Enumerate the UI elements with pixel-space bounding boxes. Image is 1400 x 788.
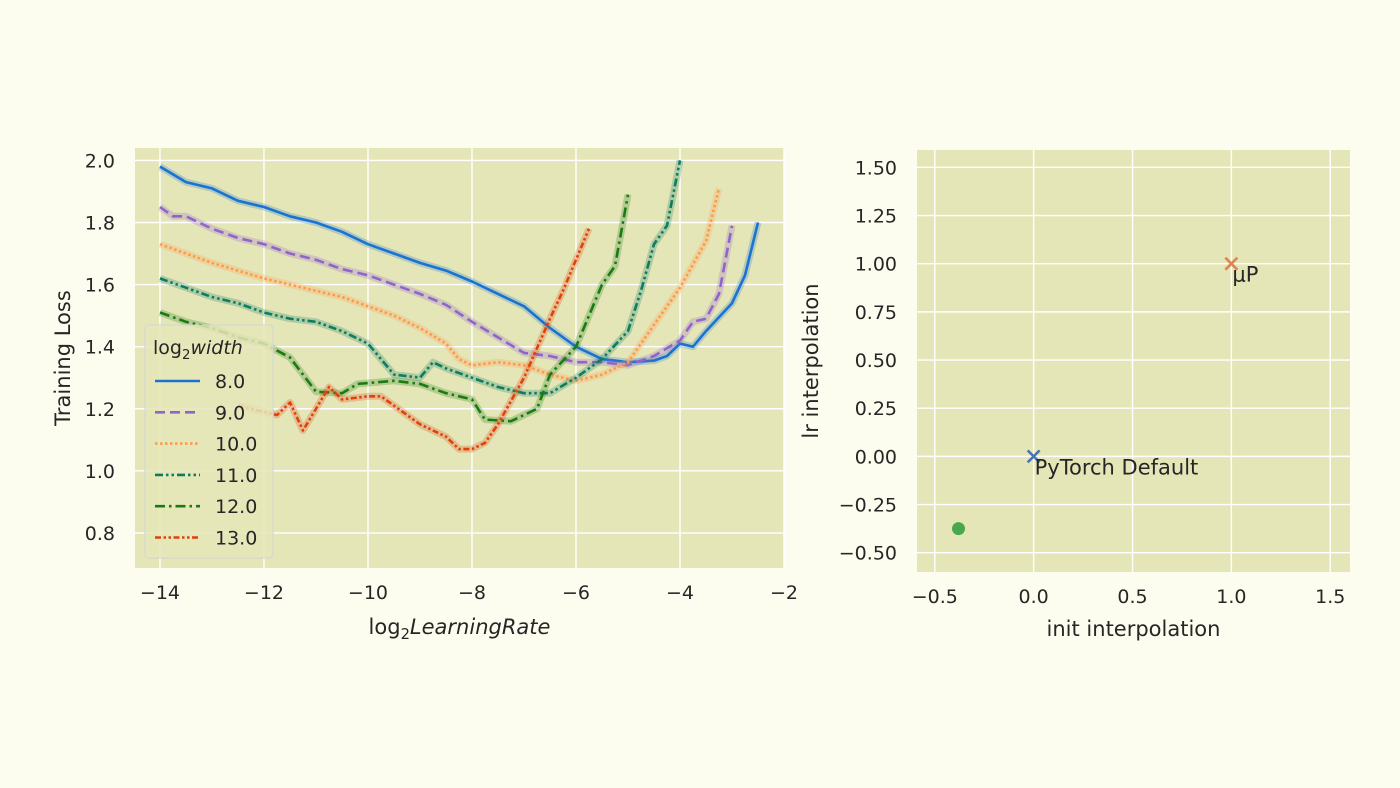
label-subscript: 2 (401, 626, 410, 643)
y-tick-label: 1.50 (855, 157, 897, 179)
y-tick-label: 1.8 (85, 213, 115, 235)
y-tick-label: 1.2 (85, 399, 115, 421)
x-tick-label: −2 (770, 582, 798, 604)
plot-area (917, 150, 1350, 572)
y-axis-label: Training Loss (51, 290, 75, 427)
label-prefix: log (369, 615, 401, 639)
label-prefix: log (153, 337, 182, 359)
y-tick-label: 0.8 (85, 523, 115, 545)
y-tick-label: 1.00 (855, 254, 897, 276)
y-axis-label: lr interpolation (799, 283, 823, 438)
x-tick-label: −4 (666, 582, 694, 604)
scatter-point (952, 522, 966, 536)
series-9.0 (157, 204, 736, 369)
y-tick-label: 0.50 (855, 350, 897, 372)
series-line (159, 205, 734, 367)
x-tick-label: 0.0 (1019, 586, 1049, 608)
series-8.0 (158, 163, 762, 366)
legend-entry: 8.0 (155, 371, 245, 393)
learning-rate-chart: −14 −12 −10 −8 −6 −4 −2 0.8 1.0 1.2 1.4 1.6 1.8 2.0 lo… (51, 148, 798, 643)
x-tick-label: −12 (244, 582, 284, 604)
x-tick-label: −8 (458, 582, 486, 604)
series-line (237, 228, 591, 451)
x-tick-label: −10 (348, 582, 388, 604)
y-tick-label: 1.0 (85, 461, 115, 483)
legend-box (144, 324, 274, 559)
x-tick-label: −14 (140, 582, 180, 604)
point-label: PyTorch Default (1035, 455, 1199, 479)
x-tick-label: −6 (562, 582, 590, 604)
interpolation-scatter-chart: −0.5 0.0 0.5 1.0 1.5 −0.50 −0.25 0.00 0.25 0.50 0.… (799, 150, 1350, 641)
legend-entry: 9.0 (155, 402, 245, 424)
legend-label: 12.0 (215, 496, 257, 518)
y-tick-label: 0.75 (855, 302, 897, 324)
y-tick-label: 1.4 (85, 337, 115, 359)
y-tick-label: 2.0 (85, 150, 115, 172)
legend-title: log2width (153, 337, 243, 363)
scatter-point: PyTorch Default (1026, 449, 1199, 479)
y-tick-label: −0.50 (839, 543, 897, 565)
y-tick-label: 1.25 (855, 206, 897, 228)
confidence-band (158, 187, 723, 385)
series-line (159, 165, 760, 364)
legend-label: 13.0 (215, 528, 257, 550)
legend-entry: 12.0 (155, 496, 257, 518)
label-italic: width (190, 337, 242, 359)
label-subscript: 2 (182, 348, 190, 363)
x-marker (1224, 256, 1239, 271)
y-tick-label: −0.25 (839, 495, 897, 517)
legend-entry: 11.0 (155, 465, 257, 487)
y-tick-label: 1.6 (85, 275, 115, 297)
series-13.0 (237, 227, 593, 453)
legend-entry: 10.0 (155, 434, 257, 456)
x-tick-label: 1.0 (1216, 586, 1246, 608)
label-italic: LearningRate (410, 615, 551, 639)
x-axis-label: init interpolation (1047, 617, 1221, 641)
point-label: μP (1232, 263, 1258, 287)
scatter-point: μP (1224, 256, 1258, 287)
legend-label: 9.0 (215, 402, 245, 424)
legend-entry: 13.0 (155, 528, 257, 550)
legend-label: 10.0 (215, 434, 257, 456)
x-axis-label: log2LearningRate (369, 615, 551, 643)
legend-label: 11.0 (215, 465, 257, 487)
series-line (159, 160, 682, 395)
x-tick-label: 1.5 (1315, 586, 1345, 608)
legend: log2width 8.0 9.0 10.0 11.0 12.0 13.0 (144, 324, 274, 559)
y-tick-label: 0.25 (855, 398, 897, 420)
series-10.0 (158, 187, 723, 385)
circle-marker (952, 522, 966, 536)
x-tick-label: −0.5 (912, 586, 958, 608)
series-11.0 (158, 159, 684, 397)
x-tick-label: 0.5 (1117, 586, 1147, 608)
y-tick-label: 0.00 (855, 446, 897, 468)
x-marker (1026, 449, 1041, 464)
legend-label: 8.0 (215, 371, 245, 393)
